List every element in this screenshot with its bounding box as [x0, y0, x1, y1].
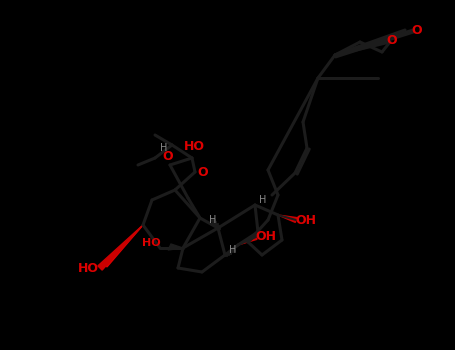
Polygon shape — [238, 235, 257, 245]
Text: H: H — [160, 143, 168, 153]
Text: OH: OH — [256, 231, 277, 244]
Text: O: O — [387, 34, 397, 47]
Polygon shape — [105, 225, 143, 267]
Text: H: H — [259, 195, 267, 205]
Polygon shape — [278, 215, 297, 222]
Text: O: O — [412, 23, 422, 36]
Text: O: O — [197, 166, 208, 178]
Polygon shape — [98, 225, 143, 270]
Text: HO: HO — [142, 238, 161, 248]
Text: HO: HO — [183, 140, 204, 153]
Text: H: H — [209, 215, 217, 225]
Text: H: H — [229, 245, 237, 255]
Text: HO: HO — [77, 261, 98, 274]
Polygon shape — [168, 244, 183, 250]
Text: O: O — [163, 150, 173, 163]
Text: OH: OH — [295, 214, 317, 226]
